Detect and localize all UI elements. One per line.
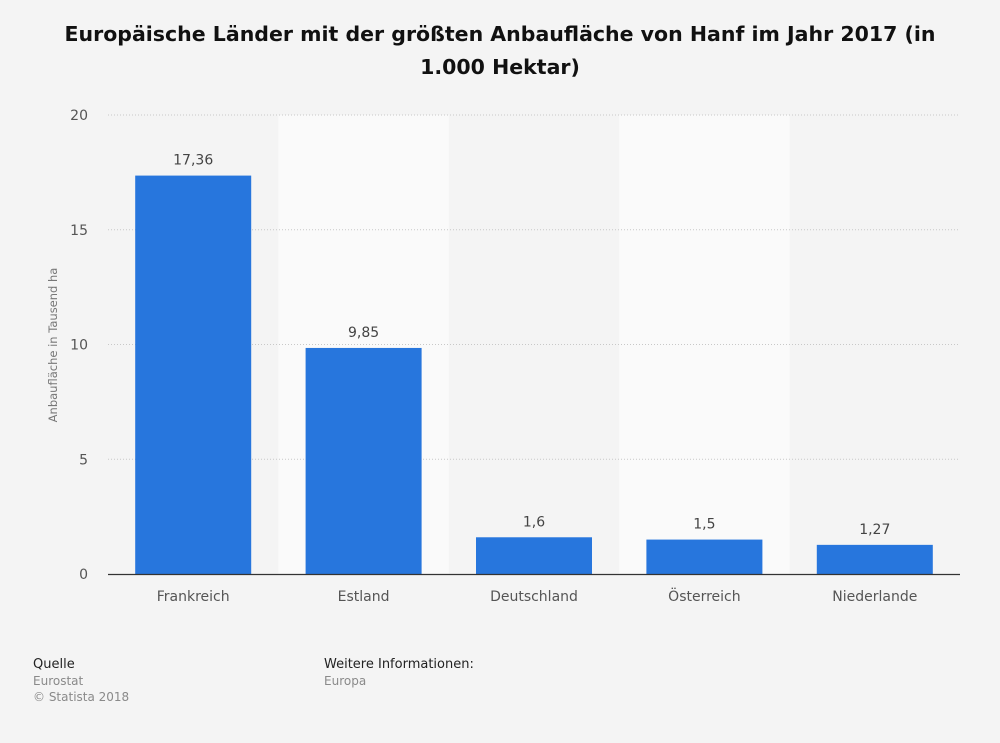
source-heading: Quelle bbox=[33, 657, 75, 672]
y-tick-label: 0 bbox=[79, 567, 88, 583]
x-tick-label: Estland bbox=[338, 589, 390, 605]
x-tick-label: Niederlande bbox=[832, 589, 917, 605]
copyright: © Statista 2018 bbox=[33, 690, 130, 704]
data-label: 9,85 bbox=[348, 325, 379, 341]
x-tick-label: Frankreich bbox=[157, 589, 230, 605]
bar-deutschland bbox=[476, 537, 592, 574]
bar-frankreich bbox=[135, 175, 252, 574]
info-region: Europa bbox=[324, 674, 367, 688]
category-band bbox=[619, 115, 790, 574]
bar-estland bbox=[305, 347, 422, 574]
y-tick-label: 5 bbox=[79, 452, 88, 468]
bar-österreich bbox=[646, 539, 763, 574]
bar-chart: 0 5 10 15 20 Anbaufläche in Tausend ha 17,36 Fr… bbox=[46, 108, 960, 605]
data-label: 17,36 bbox=[173, 153, 213, 169]
info-heading: Weitere Informationen: bbox=[324, 657, 474, 672]
y-tick-label: 20 bbox=[70, 108, 88, 124]
source-name[interactable]: Eurostat bbox=[33, 674, 84, 688]
data-label: 1,27 bbox=[859, 522, 890, 538]
data-label: 1,5 bbox=[693, 517, 715, 533]
y-tick-label: 15 bbox=[70, 223, 88, 239]
x-tick-label: Deutschland bbox=[490, 589, 578, 605]
info-block: Weitere Informationen: Europa bbox=[324, 657, 474, 689]
x-tick-label: Österreich bbox=[668, 587, 740, 605]
y-tick-label: 10 bbox=[70, 338, 88, 354]
source-block: Quelle Eurostat © Statista 2018 bbox=[33, 657, 129, 705]
data-label: 1,6 bbox=[523, 514, 545, 530]
chart-title: Europäische Länder mit der größten Anbau… bbox=[64, 22, 936, 79]
y-axis-label: Anbaufläche in Tausend ha bbox=[46, 268, 60, 423]
bar-niederlande bbox=[816, 544, 933, 574]
